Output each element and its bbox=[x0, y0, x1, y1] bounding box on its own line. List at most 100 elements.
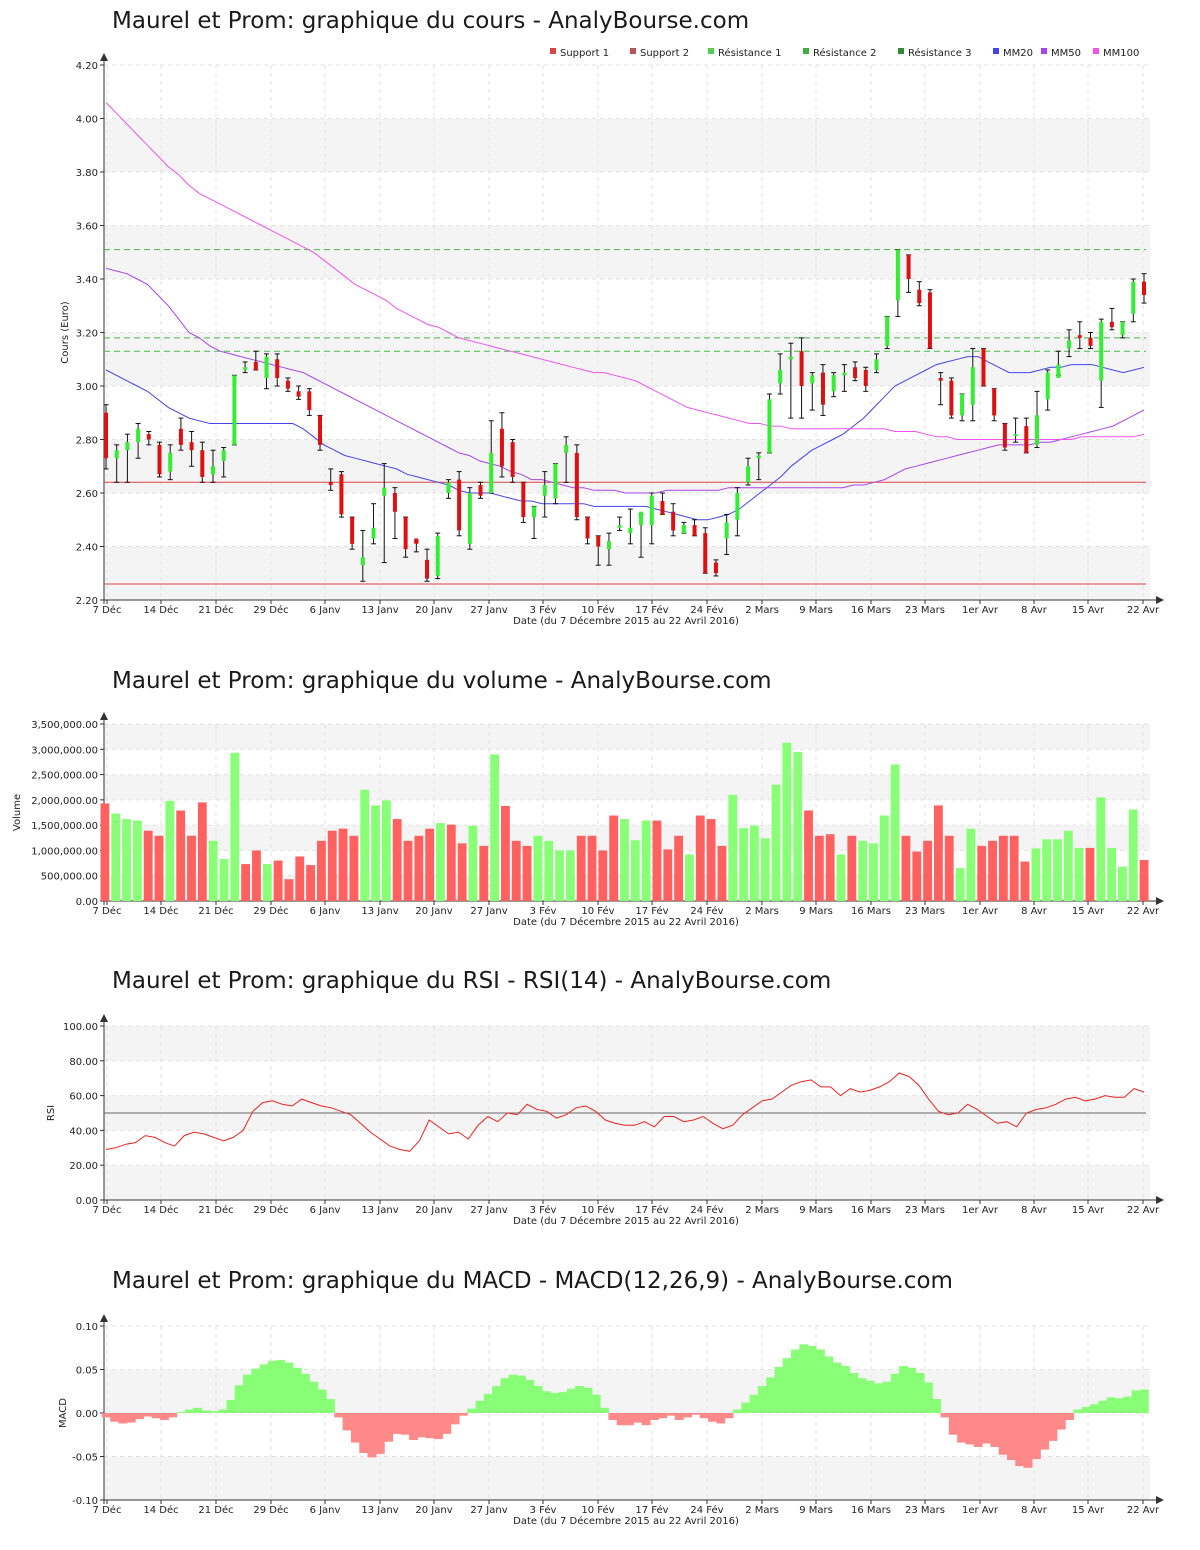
candle bbox=[948, 377, 954, 419]
x-tick-label: 7 Déc bbox=[93, 905, 122, 917]
x-tick-label: 21 Déc bbox=[198, 1204, 233, 1216]
candle bbox=[285, 377, 291, 392]
macd-bar bbox=[508, 1374, 518, 1413]
volume-bar bbox=[273, 860, 283, 901]
candle bbox=[1023, 417, 1029, 454]
x-tick-label: 14 Déc bbox=[143, 1204, 178, 1216]
x-tick-label: 14 Déc bbox=[143, 905, 178, 917]
macd-bar bbox=[990, 1413, 1000, 1447]
candle bbox=[338, 471, 344, 518]
macd-bar bbox=[666, 1413, 676, 1416]
x-tick-label: 10 Fév bbox=[581, 1204, 614, 1216]
macd-bar bbox=[1065, 1413, 1075, 1420]
candle-body bbox=[831, 375, 836, 392]
candle-body bbox=[767, 399, 772, 453]
volume-chart: 0.00 500,000.00 1,000,000.00 1,500,000.00 2,… bbox=[12, 712, 1164, 928]
candle bbox=[1055, 350, 1061, 378]
volume-bar bbox=[100, 803, 110, 901]
candle bbox=[1098, 318, 1104, 408]
volume-bar bbox=[717, 845, 727, 901]
x-tick-label: 29 Déc bbox=[253, 604, 288, 616]
macd-bar bbox=[857, 1378, 867, 1413]
volume-bar bbox=[1096, 797, 1106, 901]
candle-body bbox=[820, 372, 825, 405]
candle-body bbox=[639, 511, 644, 526]
macd-bar bbox=[1031, 1413, 1041, 1460]
macd-bar bbox=[450, 1413, 460, 1425]
x-tick-label: 3 Fév bbox=[530, 905, 557, 917]
legend-swatch bbox=[550, 48, 556, 54]
macd-bar bbox=[608, 1413, 618, 1420]
candle-body bbox=[521, 482, 526, 518]
macd-bar bbox=[932, 1399, 942, 1413]
candle-body bbox=[542, 484, 547, 496]
x-tick-label: 20 Janv bbox=[415, 1205, 452, 1216]
volume-chart-title: Maurel et Prom: graphique du volume - An… bbox=[112, 668, 772, 694]
macd-bar bbox=[716, 1413, 726, 1424]
x-tick-label: 1er Avr bbox=[962, 605, 999, 616]
candle-body bbox=[307, 391, 312, 411]
y-axis-label: Cours (Euro) bbox=[60, 301, 71, 364]
volume-bar bbox=[1118, 866, 1127, 901]
candle-body bbox=[425, 559, 430, 579]
price-panel: Maurel et Prom: graphique du cours - Ana… bbox=[0, 0, 1200, 640]
candle-body bbox=[1088, 337, 1093, 346]
candle-body bbox=[371, 527, 376, 539]
candle-body bbox=[746, 466, 751, 483]
x-tick-label: 29 Déc bbox=[253, 1204, 288, 1216]
y-tick-label: 4.20 bbox=[76, 61, 98, 72]
legend-label: Résistance 3 bbox=[908, 47, 971, 59]
x-tick-label: 15 Avr bbox=[1072, 1505, 1105, 1516]
volume-bar bbox=[143, 830, 153, 901]
macd-bar bbox=[276, 1359, 286, 1413]
x-tick-label: 7 Déc bbox=[93, 1204, 122, 1216]
volume-bar bbox=[998, 835, 1008, 901]
macd-bar bbox=[849, 1372, 859, 1413]
x-tick-label: 2 Mars bbox=[745, 1205, 779, 1216]
volume-bar bbox=[392, 819, 402, 901]
candle-body bbox=[863, 369, 868, 386]
candle bbox=[841, 364, 847, 392]
candle-body bbox=[906, 254, 911, 279]
macd-bar bbox=[658, 1413, 668, 1419]
volume-bar bbox=[890, 764, 900, 901]
candle bbox=[766, 393, 772, 454]
y-tick-label: 3.80 bbox=[76, 168, 98, 179]
volume-bar bbox=[879, 815, 889, 901]
volume-bar bbox=[371, 805, 380, 901]
macd-bar bbox=[591, 1394, 601, 1413]
candle bbox=[884, 315, 890, 350]
macd-bar bbox=[126, 1413, 136, 1423]
x-tick-label: 29 Déc bbox=[253, 905, 288, 917]
y-tick-label: 20.00 bbox=[69, 1161, 98, 1172]
x-tick-label: 22 Avr bbox=[1127, 1505, 1160, 1516]
x-tick-label: 8 Avr bbox=[1021, 906, 1048, 917]
candle-body bbox=[564, 444, 569, 453]
candle bbox=[692, 519, 698, 537]
grid-band bbox=[104, 546, 1150, 600]
x-tick-label: 20 Janv bbox=[415, 906, 452, 917]
x-tick-label: 9 Mars bbox=[799, 605, 833, 616]
candle bbox=[1087, 332, 1093, 350]
volume-bar bbox=[988, 840, 997, 901]
macd-bar bbox=[782, 1358, 792, 1413]
x-tick-label: 6 Janv bbox=[310, 1505, 341, 1516]
candle-body bbox=[788, 356, 793, 360]
y-tick-label: 2,500,000.00 bbox=[31, 771, 98, 782]
volume-bar bbox=[446, 824, 456, 901]
candle bbox=[221, 447, 227, 478]
y-tick-label: 1,500,000.00 bbox=[31, 821, 98, 832]
macd-bar bbox=[965, 1413, 975, 1445]
volume-bar bbox=[1031, 848, 1041, 901]
candle-body bbox=[810, 375, 815, 384]
y-tick-label: 2.60 bbox=[76, 489, 98, 500]
volume-bar bbox=[782, 742, 792, 901]
x-tick-label: 24 Fév bbox=[690, 905, 723, 917]
candle-body bbox=[1099, 321, 1104, 381]
y-tick-label: 2.80 bbox=[76, 436, 98, 447]
candle-body bbox=[553, 463, 558, 499]
macd-bar bbox=[1056, 1413, 1066, 1430]
volume-bar bbox=[652, 820, 662, 901]
candle bbox=[306, 388, 312, 416]
x-tick-label: 17 Fév bbox=[635, 604, 668, 616]
